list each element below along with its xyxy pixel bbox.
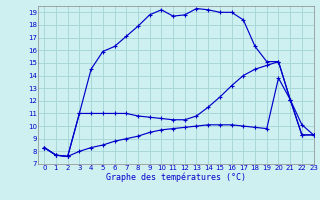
X-axis label: Graphe des températures (°C): Graphe des températures (°C)	[106, 173, 246, 182]
